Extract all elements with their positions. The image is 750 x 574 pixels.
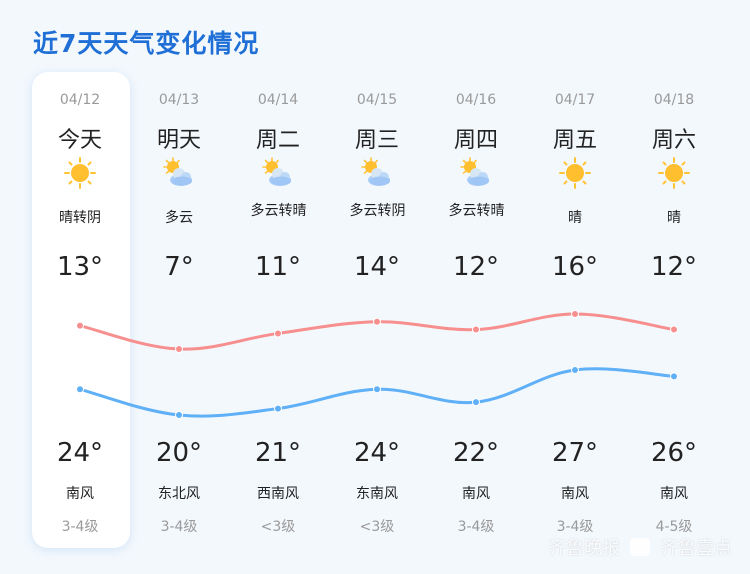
bottom-temperature-point (175, 411, 183, 419)
wind-level: 3-4级 (61, 519, 99, 535)
weather-description: 多云转阴 (349, 203, 406, 219)
weather-description: 晴 (667, 210, 681, 226)
date-label: 04/18 (653, 92, 695, 108)
watermark-left: 齐鲁晚报 (548, 538, 620, 559)
bottom-temperature: 27° (551, 438, 599, 468)
bottom-temperature: 24° (56, 438, 104, 468)
day-column: 04/13 明天 多云 7° 20° 东北风 3-4级 (130, 0, 229, 574)
top-temperature-point (373, 317, 381, 326)
wind-level: 3-4级 (457, 519, 495, 535)
bottom-temperature: 24° (353, 438, 401, 468)
partly-cloudy-icon (162, 156, 196, 190)
partly-cloudy-icon (360, 156, 394, 190)
date-label: 04/15 (356, 92, 398, 108)
day-label: 周四 (453, 128, 498, 153)
watermark: 齐鲁晚报 齐鲁壹点 (548, 534, 732, 560)
wind-direction: 东北风 (158, 486, 200, 502)
bottom-temperature-point (571, 366, 579, 374)
day-label: 今天 (57, 128, 102, 153)
wind-level: 4-5级 (655, 519, 693, 535)
partly-cloudy-icon (459, 156, 493, 190)
bottom-temperature-point (274, 404, 282, 413)
day-label: 周三 (354, 128, 399, 153)
weather-description: 多云 (165, 210, 193, 226)
top-temperature: 12° (452, 252, 500, 282)
day-column: 04/12 今天 晴转阴 13° 24° 南风 3-4级 (31, 0, 130, 574)
wind-direction: 南风 (66, 486, 94, 502)
wind-level: <3级 (359, 519, 395, 535)
day-label: 明天 (156, 128, 201, 153)
wind-direction: 南风 (561, 486, 589, 502)
top-temperature: 13° (56, 252, 104, 282)
watermark-logo-icon (630, 538, 650, 556)
bottom-temperature-point (373, 385, 381, 394)
date-label: 04/16 (455, 92, 497, 108)
wind-level: 3-4级 (556, 519, 594, 535)
day-column: 04/17 周五 晴 16° 27° 南风 3-4级 (526, 0, 625, 574)
weather-description: 晴转阴 (59, 210, 101, 226)
top-temperature-point (76, 321, 84, 330)
date-label: 04/17 (554, 92, 596, 108)
wind-direction: 西南风 (257, 486, 299, 502)
bottom-temperature-point (472, 398, 480, 407)
sun-icon (63, 156, 97, 190)
wind-direction: 东南风 (356, 486, 398, 502)
day-label: 周六 (651, 128, 696, 153)
wind-direction: 南风 (462, 486, 490, 502)
bottom-temperature: 22° (452, 438, 500, 468)
date-label: 04/12 (59, 92, 101, 108)
date-label: 04/13 (158, 92, 200, 108)
top-temperature-point (472, 325, 480, 334)
top-temperature: 7° (164, 252, 194, 282)
wind-direction: 南风 (660, 486, 688, 502)
wind-level: 3-4级 (160, 519, 198, 535)
weather-description: 多云转晴 (250, 203, 307, 219)
wind-level: <3级 (260, 519, 296, 535)
bottom-temperature: 26° (650, 438, 698, 468)
day-column: 04/14 周二 多云转晴 11° 21° 西南风 <3级 (229, 0, 328, 574)
day-column: 04/18 周六 晴 12° 26° 南风 4-5级 (625, 0, 724, 574)
top-temperature-point (670, 325, 678, 334)
watermark-right: 齐鲁壹点 (660, 538, 732, 559)
day-label: 周二 (255, 128, 300, 153)
top-temperature: 16° (551, 252, 599, 282)
page-title: 近7天天气变化情况 (33, 29, 260, 58)
top-temperature: 11° (254, 252, 302, 282)
day-label: 周五 (552, 128, 597, 153)
partly-cloudy-icon (261, 156, 295, 190)
bottom-temperature: 20° (155, 438, 203, 468)
bottom-temperature-point (76, 385, 84, 394)
top-temperature-point (571, 310, 579, 318)
top-temperature-point (175, 345, 183, 353)
date-label: 04/14 (257, 92, 299, 108)
bottom-temperature-point (670, 372, 678, 381)
day-column: 04/15 周三 多云转阴 14° 24° 东南风 <3级 (328, 0, 427, 574)
day-column: 04/16 周四 多云转晴 12° 22° 南风 3-4级 (427, 0, 526, 574)
sun-icon (558, 156, 592, 190)
bottom-temperature: 21° (254, 438, 302, 468)
top-temperature: 14° (353, 252, 401, 282)
weather-description: 晴 (568, 210, 582, 226)
top-temperature: 12° (650, 252, 698, 282)
top-temperature-point (274, 329, 282, 338)
weather-description: 多云转晴 (448, 203, 505, 219)
today-highlight-card (32, 72, 130, 548)
sun-icon (657, 156, 691, 190)
